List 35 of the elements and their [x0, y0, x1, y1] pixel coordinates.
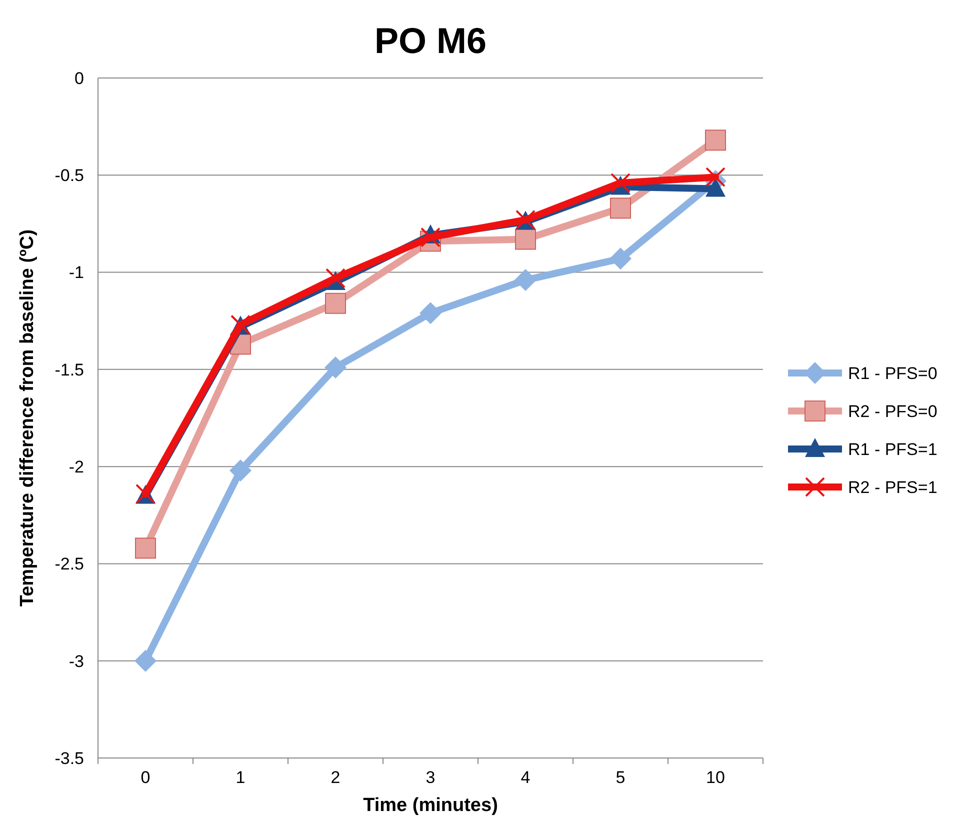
y-axis-title: Temperature difference from baseline (ºC) — [17, 229, 38, 607]
y-tick-label: -2 — [68, 458, 84, 477]
point — [610, 198, 631, 219]
point — [705, 130, 726, 151]
y-tick-label: -1 — [68, 263, 84, 282]
point — [135, 538, 156, 559]
point — [325, 292, 346, 314]
x-axis-title: Time (minutes) — [363, 795, 498, 816]
x-tick-label: 4 — [520, 768, 530, 787]
x-tick-label: 1 — [236, 768, 246, 787]
x-tick-label: 10 — [706, 768, 725, 787]
point — [324, 356, 346, 378]
point — [134, 650, 156, 672]
x-tick-label: 5 — [616, 768, 626, 787]
legend-label: R1 - PFS=1 — [848, 440, 938, 459]
y-tick-label: -3.5 — [54, 748, 84, 768]
y-tick-label: -2.5 — [54, 554, 84, 574]
point — [515, 228, 536, 250]
point — [514, 269, 536, 292]
point — [230, 459, 252, 482]
x-tick-label: 3 — [426, 768, 436, 787]
point — [706, 167, 726, 188]
x-tick-label: 0 — [140, 768, 150, 787]
legend-label: R1 - PFS=0 — [848, 364, 938, 383]
y-tick-label: -1.5 — [54, 360, 84, 380]
chart-title: PO M6 — [374, 20, 487, 61]
point — [610, 248, 632, 270]
x-tick-label: 2 — [330, 768, 340, 787]
y-tick-label: -3 — [68, 652, 84, 671]
legend-label: R2 - PFS=0 — [848, 402, 938, 421]
y-tick-label: 0 — [74, 68, 84, 88]
legend-label: R2 - PFS=1 — [848, 478, 938, 497]
point — [420, 227, 440, 248]
point — [420, 302, 442, 324]
y-tick-label: -0.5 — [54, 166, 84, 186]
